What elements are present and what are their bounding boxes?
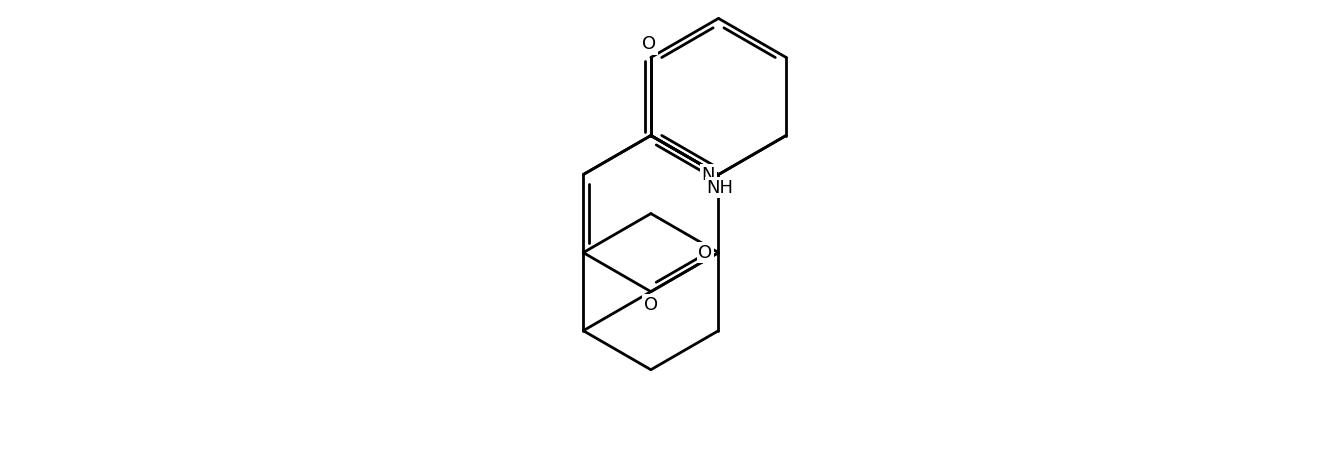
Text: O: O xyxy=(643,35,656,53)
Text: O: O xyxy=(698,244,712,262)
Text: NH: NH xyxy=(706,179,733,197)
Text: N: N xyxy=(701,165,714,183)
Text: O: O xyxy=(644,296,659,314)
